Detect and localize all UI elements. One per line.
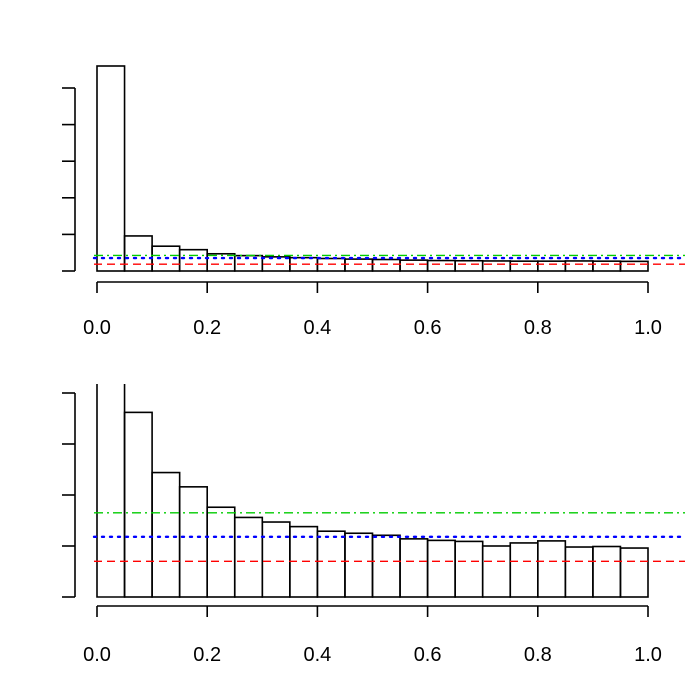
y-axis	[62, 87, 76, 272]
x-tick-label: 0.6	[414, 317, 442, 339]
x-tick-label: 0.0	[83, 644, 111, 666]
histogram-panel-bottom: 0.0 0.2 0.4 0.6 0.8 1.0	[62, 384, 685, 666]
histogram-bar	[371, 534, 401, 598]
x-tick-label: 0.4	[303, 317, 331, 339]
x-tick-label: 0.0	[83, 317, 111, 339]
histogram-bar	[426, 259, 456, 272]
histogram-bar	[592, 260, 622, 272]
x-tick-label: 0.8	[524, 644, 552, 666]
histogram-bar	[564, 260, 594, 272]
histogram-bar	[509, 542, 539, 598]
histogram-bar	[564, 546, 594, 598]
x-tick-label: 1.0	[634, 317, 662, 339]
histogram-bar	[481, 260, 512, 272]
histogram-bar	[619, 547, 649, 598]
histogram-bar	[96, 65, 126, 272]
histogram-bar	[178, 248, 208, 272]
histogram-bar	[123, 235, 153, 272]
x-tick-label: 0.8	[524, 317, 552, 339]
x-axis: 0.0 0.2 0.4 0.6 0.8 1.0	[83, 281, 662, 339]
x-tick-label: 0.4	[303, 644, 331, 666]
x-tick-label: 0.2	[193, 644, 221, 666]
y-axis	[62, 392, 76, 598]
histogram-bar	[619, 260, 649, 272]
histogram-bar	[123, 411, 153, 598]
histogram-bar	[371, 258, 401, 272]
histogram-bar	[206, 252, 236, 272]
x-axis: 0.0 0.2 0.4 0.6 0.8 1.0	[83, 605, 662, 666]
histogram-bar	[536, 540, 567, 598]
histogram-bar	[344, 532, 374, 598]
histogram-bar	[261, 521, 291, 598]
histogram-bar	[233, 516, 264, 598]
histogram-bar	[206, 506, 236, 598]
x-tick-label: 0.2	[193, 317, 221, 339]
histogram-bar	[344, 258, 374, 272]
histogram-bar	[151, 471, 181, 598]
x-tick-label: 0.6	[414, 644, 442, 666]
histogram-bar	[399, 538, 429, 598]
histogram-bar	[399, 259, 429, 272]
histogram-panel-top: 0.0 0.2 0.4 0.6 0.8 1.0	[62, 65, 685, 339]
histogram-bar	[454, 540, 484, 598]
histogram-bar	[178, 486, 208, 598]
histogram-bar	[454, 259, 484, 272]
histogram-bar	[481, 545, 512, 598]
histogram-bar	[536, 260, 567, 272]
x-tick-label: 1.0	[634, 644, 662, 666]
histogram-bar	[592, 545, 622, 598]
histogram-bar	[96, 384, 126, 598]
histogram-bar	[426, 539, 456, 598]
histogram-bar	[509, 260, 539, 272]
histogram-bar	[316, 530, 346, 598]
